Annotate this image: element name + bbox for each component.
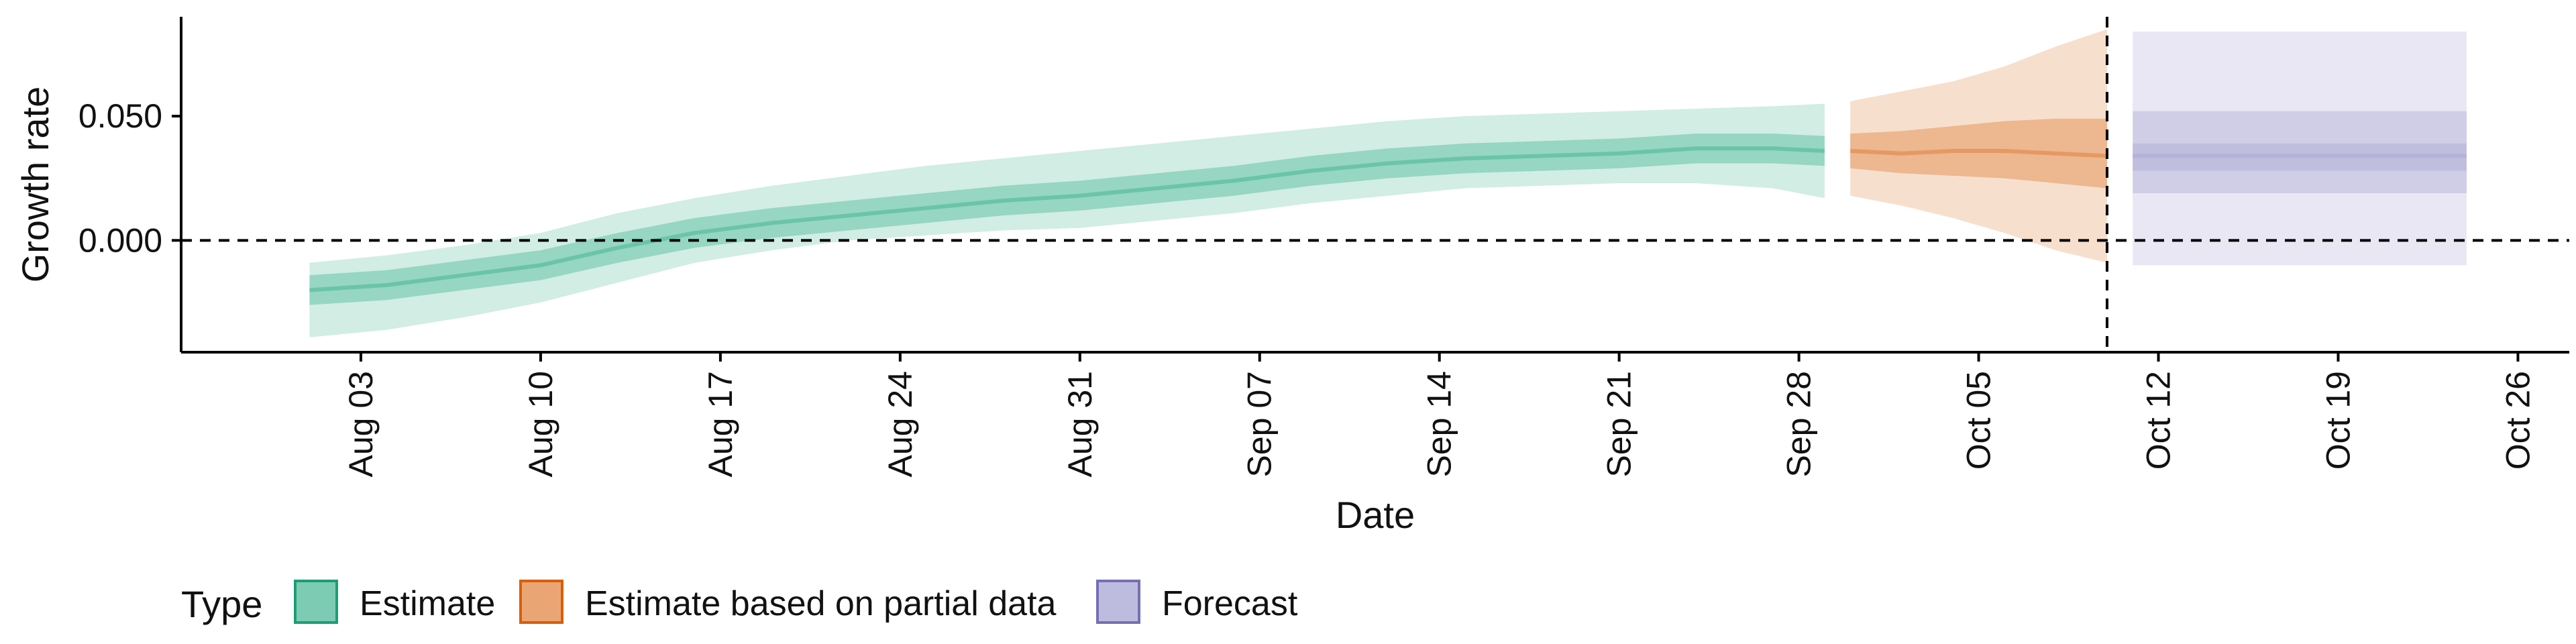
legend-label-estimate-based-on-partial-data: Estimate based on partial data: [585, 584, 1057, 623]
legend: Type Estimate Estimate based on partial d…: [181, 580, 1298, 625]
x-tick-label: Aug 10: [522, 371, 559, 477]
estimate-band-90: [309, 103, 1825, 337]
x-tick-label: Sep 07: [1241, 371, 1279, 477]
legend-label-estimate: Estimate: [360, 584, 495, 623]
estimate-based-on-partial-data-median-line: [1850, 149, 2108, 158]
legend-key-estimate-based-on-partial-data: [519, 580, 564, 624]
x-tick-label: Oct 12: [2140, 371, 2178, 470]
x-tick-label: Sep 14: [1421, 371, 1458, 477]
y-axis-title: Growth rate: [14, 87, 56, 283]
x-tick-label: Oct 26: [2499, 371, 2536, 470]
x-tick-label: Oct 19: [2320, 371, 2357, 470]
bands-layer: [309, 29, 2467, 337]
legend-key-estimate: [294, 580, 338, 624]
y-tick-label: 0.000: [78, 221, 162, 259]
y-tick-label: 0.050: [78, 97, 162, 135]
x-tick-label: Sep 28: [1780, 371, 1818, 477]
estimate-based-on-partial-data-band-25: [1850, 118, 2107, 189]
x-tick-label: Aug 03: [342, 371, 380, 477]
legend-label-forecast: Forecast: [1162, 584, 1298, 623]
x-tick-label: Aug 17: [702, 371, 739, 477]
legend-key-forecast: [1096, 580, 1140, 624]
ticks-layer: 0.000 0.050 Aug 03 Aug 10 Aug 17 Aug 24 Aug 31…: [78, 97, 2537, 477]
x-tick-label: Oct 05: [1960, 371, 1998, 470]
x-axis-title: Date: [1336, 494, 1415, 536]
reference-lines-layer: [181, 17, 2569, 352]
estimate-median-line: [309, 146, 1825, 292]
x-tick-label: Sep 21: [1601, 371, 1638, 477]
legend-title: Type: [181, 583, 262, 625]
axes-layer: [180, 17, 2569, 354]
x-tick-label: Aug 31: [1061, 371, 1099, 477]
x-tick-label: Aug 24: [881, 371, 919, 477]
